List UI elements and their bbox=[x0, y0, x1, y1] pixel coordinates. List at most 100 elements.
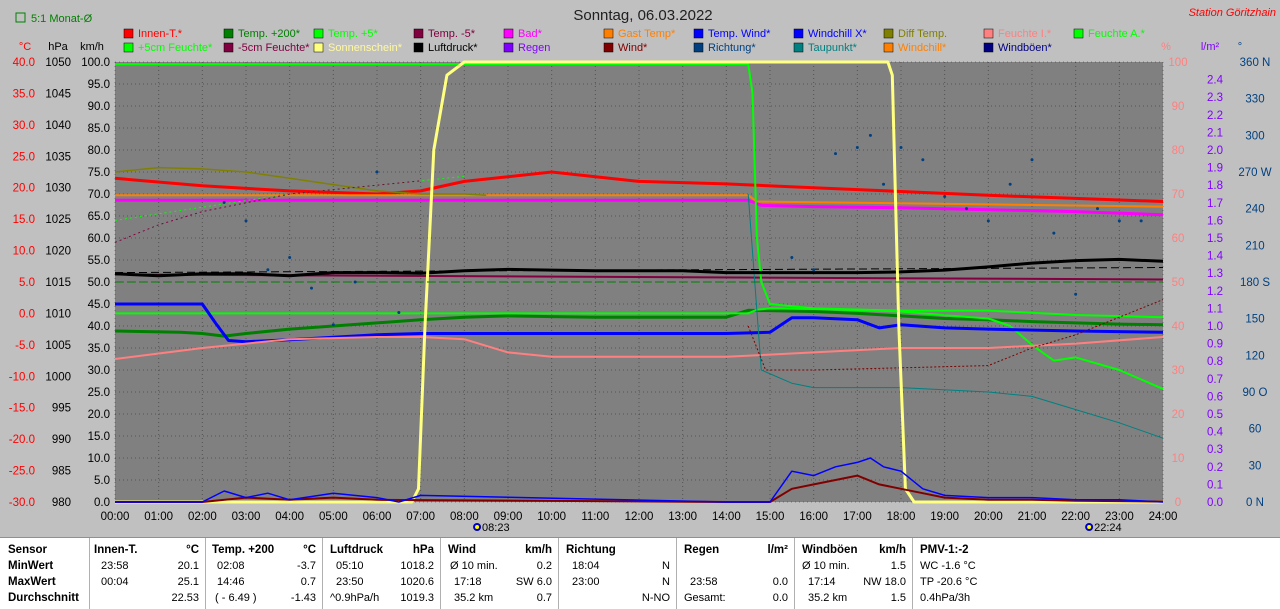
pressure-tick: 985 bbox=[52, 466, 71, 478]
series-windb-en bbox=[115, 457, 1164, 503]
stats-wind-avg: 0.7 bbox=[536, 592, 552, 604]
stats-regen-unit: l/m² bbox=[767, 544, 788, 556]
stats-innen-min-value: 20.1 bbox=[177, 560, 199, 572]
stats-temp200-min-value: -3.7 bbox=[297, 560, 316, 572]
stats-luftdruck-max-time: 23:50 bbox=[336, 576, 364, 588]
legend-swatch bbox=[413, 28, 424, 39]
stats-max-label: MaxWert bbox=[8, 576, 56, 588]
stats-labels: Sensor MinWert MaxWert Durchschnitt bbox=[0, 538, 90, 609]
stats-regen-max-time: 23:58 bbox=[690, 576, 718, 588]
series-taupunkt bbox=[747, 193, 1164, 439]
stats-pmv-pressure-trend: 0.4hPa/3h bbox=[920, 592, 971, 604]
series-temp-wind bbox=[115, 302, 1164, 344]
direction-point bbox=[1030, 158, 1034, 162]
stats-regen-avg-label: Gesamt: bbox=[684, 592, 726, 604]
stats-min-label: MinWert bbox=[8, 560, 54, 572]
legend-item: Temp. +200* bbox=[223, 28, 301, 40]
x-tick: 01:00 bbox=[144, 511, 173, 523]
x-tick: 24:00 bbox=[1149, 511, 1178, 523]
stats-innen-avg: 22.53 bbox=[171, 592, 199, 604]
series-feuchte-i bbox=[114, 336, 1164, 360]
stats-luftdruck: Luftdruck hPa 05:10 1018.2 23:50 1020.6 … bbox=[322, 538, 441, 609]
stats-wind: Wind km/h Ø 10 min. 0.2 17:18 SW 6.0 35.… bbox=[440, 538, 559, 609]
stats-temp200-unit: °C bbox=[303, 544, 316, 556]
direction-point bbox=[1008, 182, 1012, 186]
legend-label: Temp. +5* bbox=[328, 28, 379, 40]
direction-point bbox=[943, 194, 947, 198]
direction-point bbox=[812, 268, 816, 272]
stats-regen-title: Regen bbox=[684, 544, 720, 556]
rain-tick: 2.3 bbox=[1207, 92, 1223, 104]
wind-tick: 0.0 bbox=[94, 497, 110, 509]
legend-swatch bbox=[413, 42, 424, 53]
stats-richtung-min-time: 18:04 bbox=[572, 560, 600, 572]
stats-richtung-max-time: 23:00 bbox=[572, 576, 600, 588]
stats-luftdruck-max-value: 1020.6 bbox=[400, 576, 434, 588]
stats-sensor-label: Sensor bbox=[8, 544, 47, 556]
percent-tick: 80 bbox=[1172, 145, 1185, 157]
percent-tick: 20 bbox=[1172, 409, 1185, 421]
legend-item: Feuchte I.* bbox=[983, 28, 1052, 40]
weather-chart: °C 40.0 35.0 30.0 25.0 20.0 15.0 10.0 5.0 0.0 -5.0… bbox=[8, 7, 1276, 534]
wind-tick: 70.0 bbox=[88, 189, 110, 201]
direction-point bbox=[266, 268, 270, 272]
legend-swatch bbox=[603, 28, 614, 39]
direction-point bbox=[353, 280, 357, 284]
percent-tick: 70 bbox=[1172, 189, 1185, 201]
legend-swatch bbox=[223, 28, 234, 39]
temp-axis-unit: °C bbox=[19, 41, 31, 53]
stats-luftdruck-min-time: 05:10 bbox=[336, 560, 364, 572]
x-tick: 03:00 bbox=[232, 511, 261, 523]
direction-tick: 210 bbox=[1245, 240, 1264, 252]
stats-luftdruck-avg-note: ^0.9hPa/h bbox=[330, 592, 380, 604]
wind-tick: 45.0 bbox=[88, 299, 110, 311]
series-bad bbox=[115, 198, 1164, 217]
wind-tick: 55.0 bbox=[88, 255, 110, 267]
legend-item: Taupunkt* bbox=[793, 42, 858, 54]
temp-tick: 10.0 bbox=[13, 246, 35, 258]
wind-tick: 35.0 bbox=[88, 343, 110, 355]
x-tick: 09:00 bbox=[494, 511, 523, 523]
stats-temp200: Temp. +200 °C 02:08 -3.7 14:46 0.7 ( - 6… bbox=[205, 538, 323, 609]
direction-tick: 30 bbox=[1249, 460, 1262, 472]
direction-point bbox=[1096, 207, 1099, 211]
legend-label: Luftdruck* bbox=[428, 42, 478, 54]
stats-luftdruck-avg: 1019.3 bbox=[400, 592, 434, 604]
direction-point bbox=[375, 170, 379, 174]
legend-label: Innen-T.* bbox=[138, 28, 183, 40]
direction-tick: 240 bbox=[1245, 204, 1264, 216]
pressure-tick: 995 bbox=[52, 403, 71, 415]
stats-temp200-min-time: 02:08 bbox=[217, 560, 245, 572]
legend-item: Windböen* bbox=[983, 42, 1053, 54]
stats-richtung: Richtung 18:04 N 23:00 N N-NO bbox=[558, 538, 677, 609]
x-tick: 08:00 bbox=[450, 511, 479, 523]
legend-label: Richtung* bbox=[708, 42, 756, 54]
pressure-tick: 990 bbox=[52, 434, 71, 446]
direction-point bbox=[882, 182, 886, 186]
rain-tick: 0.9 bbox=[1207, 339, 1223, 351]
stats-pmv-taupunkt: TP -20.6 °C bbox=[920, 576, 978, 588]
series-layer bbox=[114, 60, 1164, 504]
x-tick: 13:00 bbox=[668, 511, 697, 523]
stats-windboeen-max-time: 17:14 bbox=[808, 576, 836, 588]
rain-tick: 0.3 bbox=[1207, 444, 1223, 456]
legend-swatch bbox=[693, 42, 704, 53]
stats-richtung-avg: N-NO bbox=[641, 592, 670, 604]
legend-item: Temp. +5* bbox=[313, 28, 379, 40]
stats-richtung-max-value: N bbox=[662, 576, 670, 588]
direction-point bbox=[834, 152, 837, 156]
sunrise-icon-core bbox=[475, 525, 480, 529]
direction-point bbox=[331, 323, 335, 327]
stats-wind-min-value: 0.2 bbox=[536, 560, 552, 572]
stats-avg-label: Durchschnitt bbox=[8, 592, 79, 604]
legend-label: Temp. Wind* bbox=[708, 28, 771, 40]
stats-richtung-min-value: N bbox=[662, 560, 670, 572]
direction-tick: 120 bbox=[1245, 350, 1264, 362]
stats-temp200-max-value: 0.7 bbox=[300, 576, 316, 588]
x-tick: 02:00 bbox=[188, 511, 217, 523]
percent-tick: 50 bbox=[1172, 277, 1185, 289]
wind-tick: 30.0 bbox=[88, 365, 110, 377]
rain-tick: 0.1 bbox=[1207, 479, 1223, 491]
legend-label: Taupunkt* bbox=[808, 42, 858, 54]
legend-label: Bad* bbox=[518, 28, 543, 40]
